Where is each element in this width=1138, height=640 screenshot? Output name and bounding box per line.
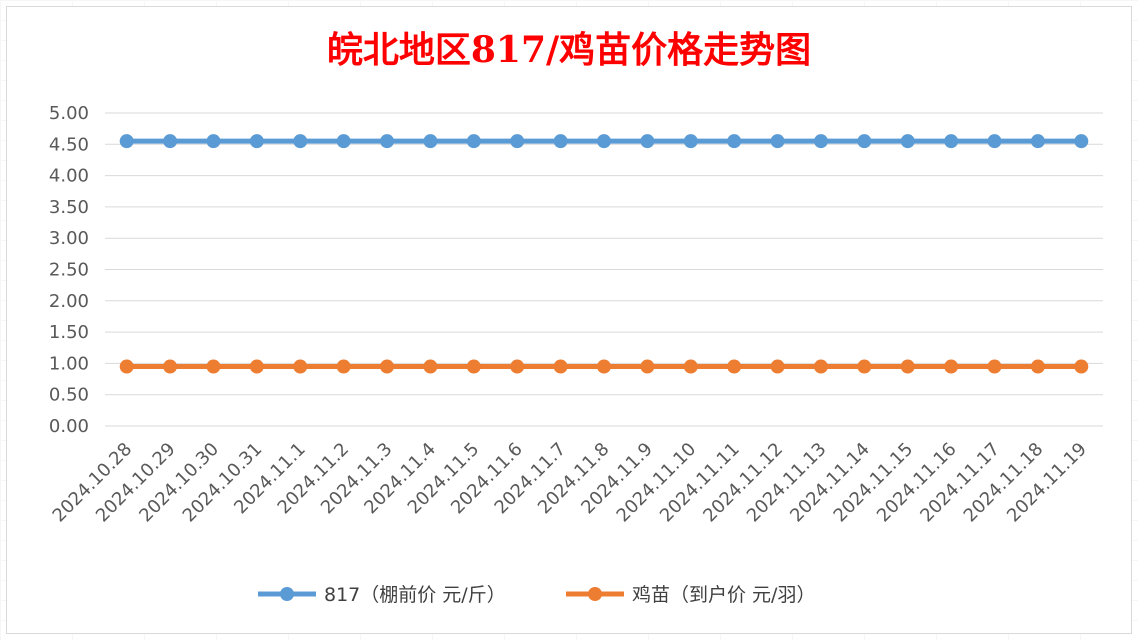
data-point[interactable]: [597, 359, 611, 374]
legend-marker: [280, 587, 294, 601]
data-point[interactable]: [206, 359, 221, 374]
data-point[interactable]: [510, 359, 525, 374]
data-point[interactable]: [336, 359, 351, 374]
data-point[interactable]: [944, 134, 959, 149]
data-point[interactable]: [163, 134, 178, 149]
data-point[interactable]: [553, 134, 568, 149]
y-tick-label: 5.00: [49, 103, 89, 124]
data-point[interactable]: [727, 134, 742, 149]
gridlines: [105, 112, 1103, 427]
legend-entry[interactable]: 鸡苗（到户价 元/羽）: [566, 584, 815, 606]
data-point[interactable]: [813, 359, 828, 374]
data-point[interactable]: [683, 134, 698, 149]
data-point[interactable]: [249, 134, 264, 149]
data-point[interactable]: [510, 134, 525, 149]
y-tick-label: 4.50: [49, 134, 89, 155]
series-2: [119, 359, 1089, 374]
data-point[interactable]: [293, 134, 308, 149]
data-point[interactable]: [1030, 359, 1045, 374]
data-point[interactable]: [770, 359, 785, 374]
data-point[interactable]: [900, 134, 915, 149]
y-tick-label: 2.00: [49, 291, 89, 312]
data-point[interactable]: [553, 359, 568, 374]
data-point[interactable]: [423, 359, 438, 374]
data-point[interactable]: [119, 134, 134, 149]
data-point[interactable]: [857, 134, 872, 149]
data-point[interactable]: [683, 359, 698, 374]
data-point[interactable]: [1074, 359, 1089, 374]
legend-label: 817（棚前价 元/斤）: [324, 584, 506, 606]
y-tick-label: 1.50: [49, 322, 89, 343]
y-axis-ticks: 0.00 0.50 1.00 1.50 2.00 2.50 3.00 3.50 4.00 4.50…: [49, 103, 89, 437]
data-point[interactable]: [206, 134, 221, 149]
y-tick-label: 3.00: [49, 228, 89, 249]
data-point[interactable]: [423, 134, 438, 149]
data-point[interactable]: [987, 359, 1002, 374]
chart-title: 皖北地区817/鸡苗价格走势图: [327, 29, 811, 71]
data-point[interactable]: [857, 359, 872, 374]
data-point[interactable]: [987, 134, 1002, 149]
legend-entry[interactable]: 817（棚前价 元/斤）: [258, 584, 506, 606]
data-point[interactable]: [293, 359, 308, 374]
data-point[interactable]: [813, 134, 828, 149]
y-tick-label: 4.00: [49, 166, 89, 187]
legend-marker: [588, 587, 602, 601]
y-tick-label: 0.00: [49, 416, 89, 437]
data-point[interactable]: [1030, 134, 1045, 149]
data-point[interactable]: [119, 359, 134, 374]
x-axis-ticks: 2024.10.282024.10.292024.10.302024.10.31…: [49, 439, 1091, 527]
data-point[interactable]: [597, 134, 611, 149]
data-point[interactable]: [640, 359, 655, 374]
data-point[interactable]: [640, 134, 655, 149]
data-point[interactable]: [380, 359, 395, 374]
data-point[interactable]: [900, 359, 915, 374]
chart-area[interactable]: [6, 6, 1132, 634]
y-tick-label: 1.00: [49, 353, 89, 374]
data-point[interactable]: [1074, 134, 1089, 149]
data-point[interactable]: [249, 359, 264, 374]
data-point[interactable]: [727, 359, 742, 374]
y-tick-label: 2.50: [49, 260, 89, 281]
y-tick-label: 0.50: [49, 385, 89, 406]
series-1: [119, 134, 1089, 149]
data-point[interactable]: [466, 134, 481, 149]
data-point[interactable]: [466, 359, 481, 374]
legend: 817（棚前价 元/斤） 鸡苗（到户价 元/羽）: [258, 584, 815, 606]
series-group: [119, 134, 1089, 374]
data-point[interactable]: [944, 359, 959, 374]
data-point[interactable]: [336, 134, 351, 149]
data-point[interactable]: [163, 359, 178, 374]
data-point[interactable]: [770, 134, 785, 149]
y-tick-label: 3.50: [49, 197, 89, 218]
legend-label: 鸡苗（到户价 元/羽）: [632, 584, 815, 606]
data-point[interactable]: [380, 134, 395, 149]
